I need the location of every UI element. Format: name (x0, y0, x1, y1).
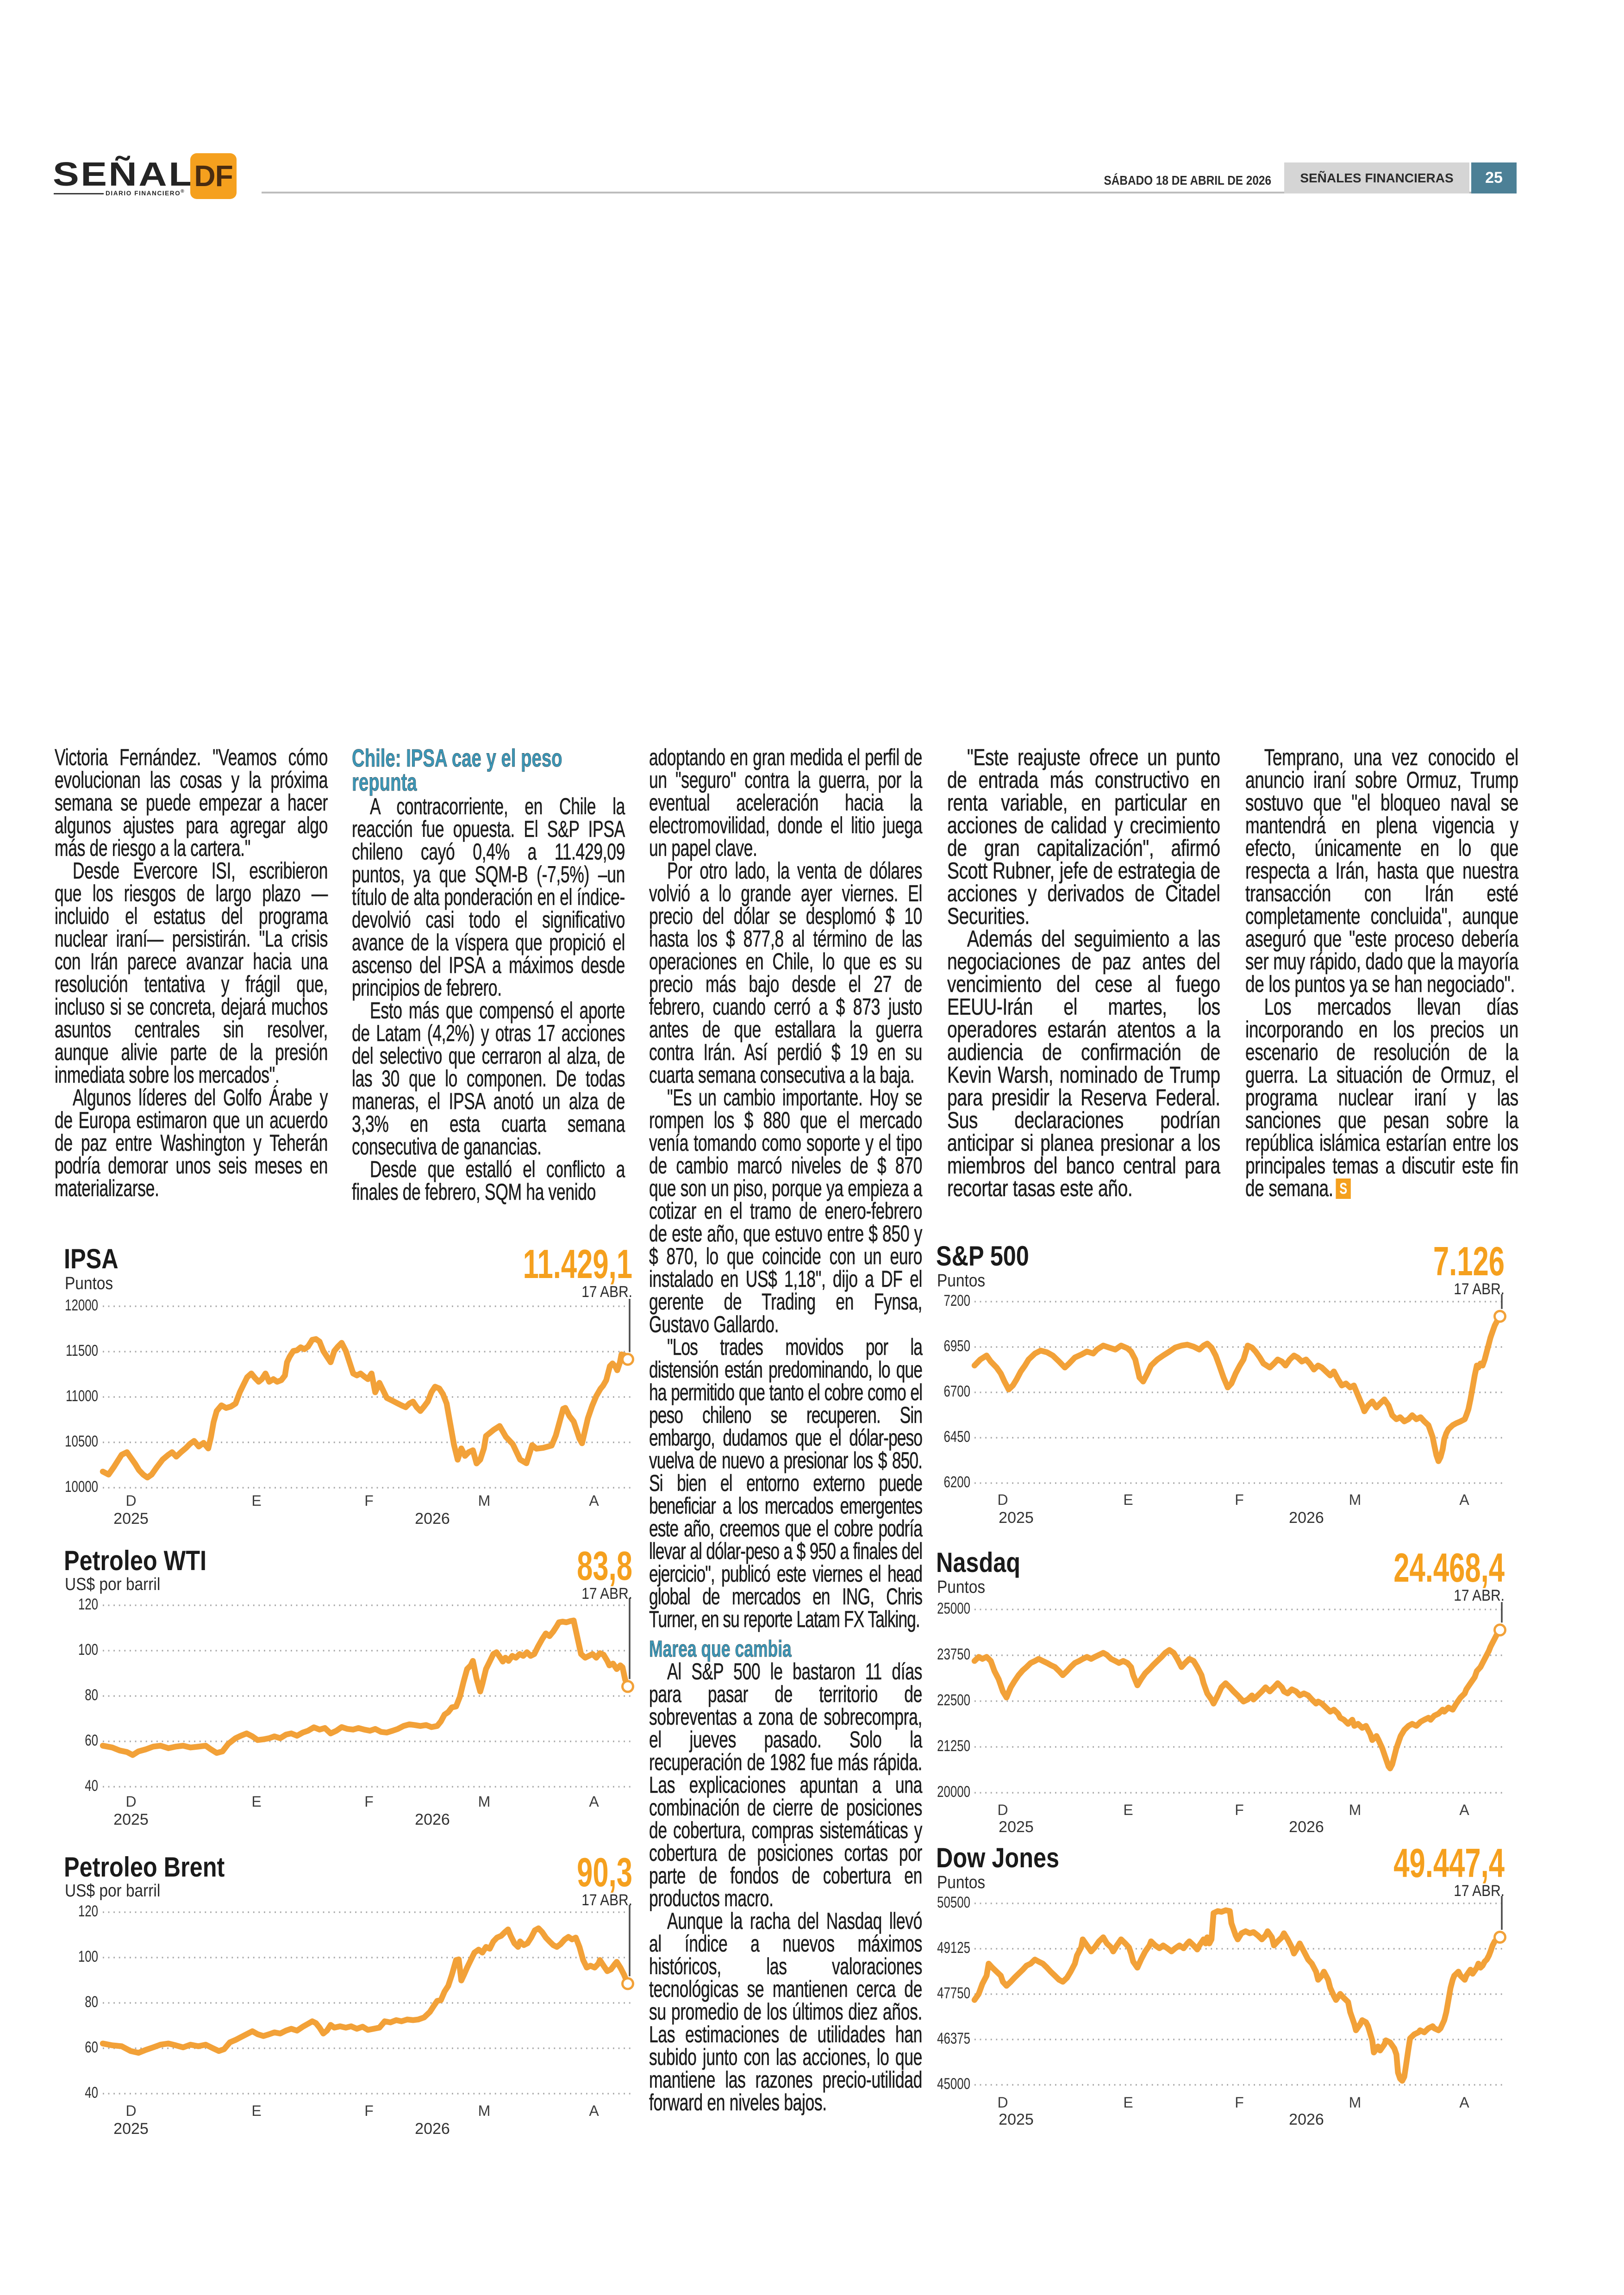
svg-text:S: S (1340, 1180, 1347, 1197)
